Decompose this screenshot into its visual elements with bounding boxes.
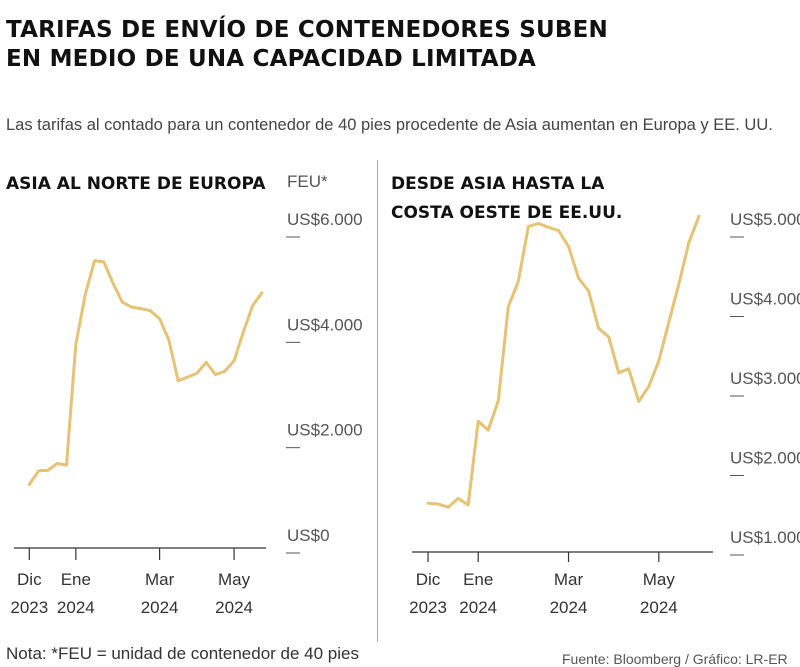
left-y-tick-label-2: US$2.000 (287, 421, 363, 440)
right-x-tick-year-1: 2024 (459, 598, 497, 617)
right-data-point-12 (547, 226, 550, 229)
right-panel-title-line-2: COSTA OESTE DE EE.UU. (391, 203, 623, 223)
right-data-point-14 (567, 245, 570, 248)
right-y-tick-label-1: US$4.000 (730, 290, 800, 309)
right-data-point-25 (677, 282, 681, 286)
left-x-tick-month-2: Mar (145, 570, 175, 589)
left-panel-title: ASIA AL NORTE DE EUROPA (6, 170, 266, 199)
left-data-point-10 (121, 301, 124, 304)
left-x-tick-year-3: 2024 (215, 598, 253, 617)
panel-divider (377, 160, 378, 642)
right-data-point-15 (577, 276, 580, 280)
left-data-point-7 (93, 259, 96, 263)
right-data-point-6 (486, 428, 490, 432)
right-data-point-27 (697, 214, 701, 218)
left-data-point-22 (232, 359, 236, 363)
right-data-point-24 (667, 320, 671, 324)
right-y-tick-label-3: US$2.000 (730, 449, 800, 468)
right-panel-title-line-1: DESDE ASIA HASTA LA (391, 174, 605, 194)
right-data-point-26 (687, 241, 691, 244)
left-y-tick-label-3: US$0 (287, 526, 330, 545)
right-x-tick-month-3: May (643, 570, 676, 589)
right-data-point-17 (597, 327, 600, 330)
left-data-point-16 (176, 379, 180, 383)
chart-title-line-1: TARIFAS DE ENVÍO DE CONTENEDORES SUBEN (6, 17, 608, 43)
chart-title-line-2: EN MEDIO DE UNA CAPACIDAD LIMITADA (6, 46, 537, 72)
footnote: Nota: *FEU = unidad de contenedor de 40 … (6, 644, 359, 663)
right-data-point-2 (446, 505, 450, 509)
left-y-tick-label-1: US$4.000 (287, 315, 363, 334)
right-series-line (426, 214, 701, 509)
left-data-point-19 (204, 361, 208, 364)
left-unit-label: FEU* (287, 172, 328, 191)
left-chart: FEU* US$6.000 US$4.000 US$2.000 US$0 Dic 2023 E… (10, 172, 362, 617)
right-data-point-10 (527, 225, 530, 228)
right-x-tick-year-2: 2024 (550, 598, 588, 617)
left-panel-title-line-1: ASIA AL NORTE DE EUROPA (6, 174, 266, 194)
right-data-point-9 (517, 280, 520, 283)
left-x-tick-month-0: Dic (17, 570, 42, 589)
left-data-point-14 (158, 317, 161, 320)
right-x-tick-year-3: 2024 (640, 598, 678, 617)
right-data-point-19 (617, 371, 620, 375)
left-data-point-8 (102, 260, 106, 264)
left-data-point-18 (195, 372, 199, 375)
left-data-point-0 (28, 483, 31, 486)
left-data-point-4 (65, 463, 68, 467)
left-series-line (27, 259, 264, 486)
left-data-point-11 (130, 305, 133, 309)
right-panel-title: DESDE ASIA HASTA LA COSTA OESTE DE EE.UU… (391, 170, 622, 228)
left-data-point-20 (214, 373, 217, 376)
left-data-point-5 (74, 343, 78, 346)
right-data-point-8 (507, 305, 510, 309)
left-x-tick-year-1: 2024 (57, 598, 95, 617)
left-data-point-24 (251, 304, 254, 307)
right-data-point-4 (466, 503, 470, 507)
right-data-point-20 (627, 367, 630, 371)
right-data-point-3 (456, 497, 460, 500)
right-x-tick-year-0: 2023 (409, 598, 447, 617)
right-x-tick-month-2: Mar (554, 570, 584, 589)
chart-title: TARIFAS DE ENVÍO DE CONTENEDORES SUBEN E… (6, 16, 786, 74)
right-data-point-7 (497, 399, 500, 402)
right-data-point-0 (426, 501, 430, 505)
right-x-tick-month-1: Ene (463, 570, 493, 589)
left-data-point-3 (55, 462, 59, 465)
right-x-tick-month-0: Dic (416, 570, 441, 589)
right-data-point-21 (637, 400, 641, 403)
right-data-point-23 (657, 359, 661, 363)
left-data-point-25 (260, 291, 264, 295)
right-data-point-13 (557, 229, 560, 232)
source-credit: Fuente: Bloomberg / Gráfico: LR-ER (562, 651, 788, 667)
right-y-tick-label-2: US$3.000 (730, 369, 800, 388)
left-x-tick-year-2: 2024 (141, 598, 179, 617)
left-x-tick-month-3: May (218, 570, 251, 589)
left-data-point-12 (139, 307, 143, 310)
chart-subtitle: Las tarifas al contado para un contenedo… (6, 116, 773, 134)
right-data-point-16 (587, 289, 590, 293)
left-data-point-23 (242, 330, 245, 334)
left-data-point-1 (37, 469, 40, 473)
right-data-point-22 (647, 385, 651, 388)
left-data-point-9 (111, 282, 115, 285)
left-data-point-21 (223, 370, 227, 373)
right-y-tick-label-4: US$1.000 (730, 528, 800, 547)
right-data-point-18 (607, 335, 610, 339)
left-x-tick-year-0: 2023 (10, 598, 48, 617)
left-data-point-6 (83, 293, 87, 297)
left-data-point-13 (149, 309, 152, 313)
left-data-point-2 (46, 469, 50, 472)
right-data-point-11 (537, 222, 540, 225)
right-data-point-1 (436, 502, 440, 506)
right-chart: US$5.000 US$4.000 US$3.000 US$2.000 US$1.000… (409, 210, 800, 617)
left-x-tick-month-1: Ene (61, 570, 91, 589)
right-data-point-5 (476, 420, 480, 423)
right-y-tick-label-0: US$5.000 (730, 210, 800, 229)
left-data-point-15 (167, 338, 171, 342)
left-data-point-17 (186, 375, 189, 379)
left-y-tick-label-0: US$6.000 (287, 210, 363, 229)
